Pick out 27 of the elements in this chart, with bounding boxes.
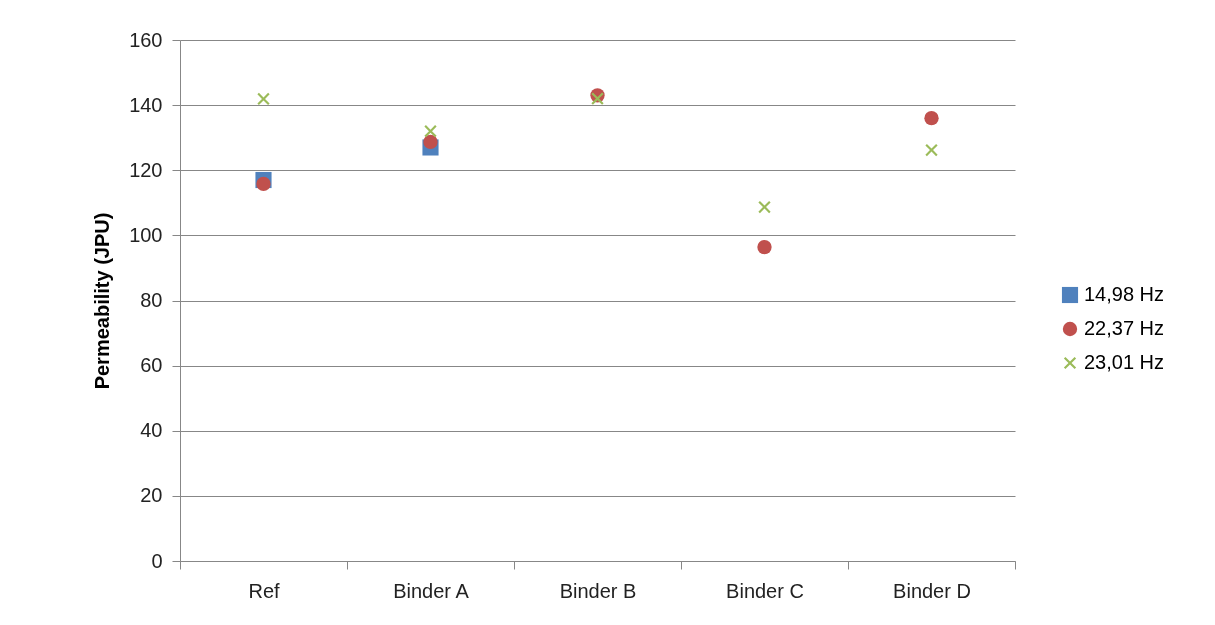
point <box>591 92 604 105</box>
point <box>924 111 939 126</box>
y-tick-label: 140 <box>129 93 163 116</box>
y-tick-label: 40 <box>140 419 163 442</box>
y-tick-label: 20 <box>140 484 163 507</box>
point <box>757 239 772 255</box>
y-tick-label: 120 <box>129 158 163 181</box>
legend-label: 22,37 Hz <box>1084 317 1165 339</box>
point <box>256 176 271 192</box>
x-tick-label: Binder B <box>559 579 637 602</box>
y-tick-label: 160 <box>129 28 163 51</box>
y-tick-label: 80 <box>140 289 163 311</box>
x-tick-label: Binder C <box>726 579 804 602</box>
y-tick-label: 0 <box>151 549 163 572</box>
x-tick-label: Binder D <box>893 579 971 602</box>
legend-label: 23,01 Hz <box>1084 351 1165 373</box>
point <box>257 92 270 106</box>
point <box>424 125 437 138</box>
point <box>925 143 938 157</box>
x-tick-label: Ref <box>248 579 280 602</box>
point <box>758 200 771 214</box>
x-tick-label: Binder A <box>393 579 470 602</box>
legend-label: 14,98 Hz <box>1084 283 1165 305</box>
point <box>423 134 438 150</box>
y-axis-title: Permeability (JPU) <box>91 212 114 390</box>
y-tick-label: 60 <box>140 354 163 377</box>
y-tick-label: 100 <box>129 223 163 246</box>
